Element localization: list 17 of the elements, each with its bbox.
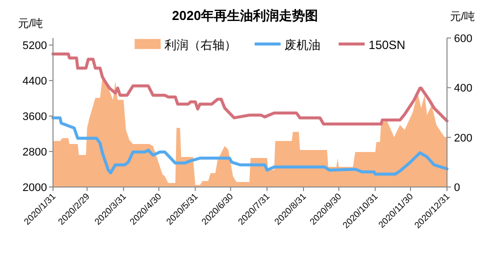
legend-label: 利润（右轴）: [164, 38, 237, 52]
y2-axis-title: 元/吨: [450, 10, 476, 23]
legend-label: 废机油: [284, 38, 321, 52]
y-tick-label: 4400: [22, 76, 47, 88]
y-tick-label: 2800: [22, 146, 47, 159]
legend-label: 150SN: [368, 38, 406, 52]
chart-title: 2020年再生油利润走势图: [172, 8, 318, 23]
y2-tick-label: 600: [454, 33, 472, 45]
y-tick-label: 5200: [22, 40, 47, 52]
line-series: [52, 52, 448, 126]
y-tick-label: 3600: [22, 111, 47, 124]
line-series: [52, 116, 448, 176]
y-axis-title: 元/吨: [18, 17, 44, 30]
y2-tick-label: 0: [454, 182, 460, 194]
y2-tick-label: 400: [454, 82, 472, 95]
y-tick-label: 2000: [22, 182, 47, 194]
y2-tick-label: 200: [454, 132, 472, 144]
